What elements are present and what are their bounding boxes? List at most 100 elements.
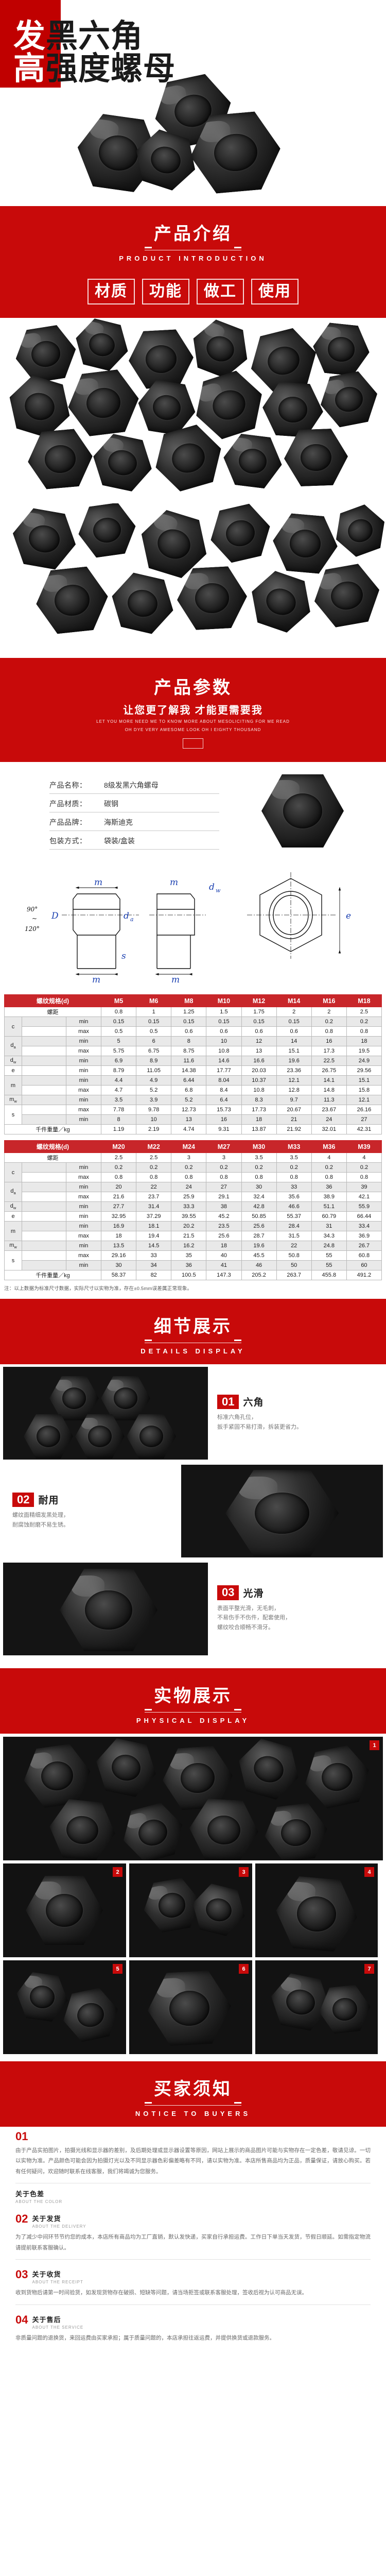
table_1-row-blank	[22, 1095, 66, 1105]
table_1-row-symbol: dw	[4, 1056, 22, 1066]
table-2-col-m27: M27	[206, 1140, 242, 1153]
gallery-cell-5[interactable]: 5	[3, 1960, 126, 2054]
table_2-row-sub: min	[66, 1201, 101, 1212]
table-1-header-row: 螺纹规格(d) M5 M6 M8 M10 M12 M14 M16 M18	[4, 994, 382, 1007]
table_2-cell: 18	[100, 1231, 137, 1241]
table_2-cell: 32.95	[100, 1211, 137, 1222]
table_1-cell: 0.15	[206, 1016, 242, 1027]
table-2-col-m33: M33	[276, 1140, 312, 1153]
table_2-cell: 0.2	[136, 1162, 172, 1173]
gallery-cell-4-badge: 4	[364, 1867, 374, 1877]
product-photo-pile-2	[0, 503, 386, 658]
table_1-row-sub: max	[66, 1046, 101, 1056]
section-notice-title-en: NOTICE TO BUYERS	[135, 2110, 251, 2117]
table_2-cell: 42.8	[241, 1201, 277, 1212]
table_2-row-sub: max	[66, 1192, 101, 1202]
table_2-cell: 82	[136, 1270, 172, 1280]
section-gallery-title-en: PHYSICAL DISPLAY	[136, 1717, 250, 1724]
notice-4-text: 非质量问题的退换货，来回运费由买家承担；属于质量问题的，本店承担往返运费，并提供…	[15, 2334, 275, 2341]
table_1-cell: 0.6	[241, 1026, 277, 1037]
table_2-row-blank	[22, 1182, 66, 1192]
table_2-cell: 3	[206, 1153, 242, 1163]
table_1-row-blank	[22, 1036, 66, 1046]
notice-4-number: 04	[15, 2313, 28, 2326]
gallery-cell-4[interactable]: 4	[255, 1863, 378, 1957]
table_2-cell: 46	[241, 1260, 277, 1270]
table_2-cell: 42.1	[346, 1192, 382, 1202]
table_2-row: m min 16.9 18.1 20.2 23.5 25.6 28.4 31 33.4	[4, 1221, 382, 1241]
table_1-row: max 4.7 5.2 6.8 8.4 10.8 12.8 14.8 15.8	[5, 1085, 382, 1095]
gallery-cell-2-badge: 2	[113, 1867, 122, 1877]
table_1-cell: 19.5	[346, 1046, 382, 1056]
table_2-row-blank	[22, 1231, 66, 1241]
detail-item-2: 02 耐用 螺纹面精细发黑处理， 耐腐蚀耐磨不易生锈。	[0, 1462, 386, 1560]
table_2-cell: 45.2	[206, 1211, 242, 1222]
table_1-cell: 0.5	[100, 1026, 137, 1037]
gallery-cell-7[interactable]: 7	[255, 1960, 378, 2054]
svg-text:d: d	[124, 911, 129, 921]
table_1-row: c min 0.15 0.15 0.15 0.15 0.15 0.15 0.2 0.2	[4, 1016, 382, 1037]
detail-3-number: 03	[217, 1585, 239, 1600]
table_2-cell: 25.6	[206, 1231, 242, 1241]
spec-label-material: 产品材质：	[49, 800, 87, 808]
table_1-row: dw min 6.9 8.9 11.6 14.6 16.6 19.6 22.5 24.9	[4, 1056, 382, 1066]
table_1-cell: 3.9	[136, 1095, 172, 1105]
table_1-cell: 17.73	[241, 1105, 277, 1115]
table_2-cell: 36.9	[346, 1231, 382, 1241]
table_2-cell: 3	[171, 1153, 207, 1163]
section-intro-title-en: PRODUCT INTRODUCTION	[119, 255, 267, 262]
product-detail-page: 发黑六角 高强度螺母 产品介绍 PRODUCT INTRODUCTION 材质 …	[0, 0, 386, 2373]
table_1-cell: 9.7	[276, 1095, 312, 1105]
gallery-cell-6[interactable]: 6	[129, 1960, 252, 2054]
table-1-col-m16: M16	[311, 994, 347, 1007]
section-intro-banner: 产品介绍 PRODUCT INTRODUCTION	[0, 206, 386, 272]
banner-divider-gallery	[145, 1709, 241, 1713]
gallery-cell-2[interactable]: 2	[3, 1863, 126, 1957]
table_1-row-sub: min	[66, 1016, 101, 1027]
table_2-row: c min 0.2 0.2 0.2 0.2 0.2 0.2 0.2 0.2	[4, 1162, 382, 1182]
table_1-cell: 10.37	[241, 1075, 277, 1086]
table_2-cell: 24.8	[311, 1241, 347, 1251]
table_1-cell: 6.4	[206, 1095, 242, 1105]
table_1-cell: 0.8	[100, 1007, 137, 1017]
table_2-cell: 38.9	[311, 1192, 347, 1202]
svg-text:m: m	[171, 975, 180, 985]
table_2-row-blank	[22, 1201, 66, 1212]
table_2-cell: 51.1	[311, 1201, 347, 1212]
gallery-section: 1 2 3 4	[0, 1737, 386, 2054]
section-params-subtitle-en-2: OH DYE VERY AWESOME LOOK OH I EIGHTY THO…	[125, 727, 261, 732]
table_1-cell: 13	[241, 1046, 277, 1056]
table_1-row: max 5.75 6.75 8.75 10.8 13 15.1 17.3 19.5	[5, 1046, 382, 1056]
notice-2-head: 02 关于发货 ABOUT THE DELIVERY	[15, 2213, 371, 2229]
svg-text:w: w	[216, 887, 221, 894]
notice-4-title-en: ABOUT THE SERVICE	[32, 2325, 84, 2330]
table_1-row: mw min 3.5 3.9 5.2 6.4 8.3 9.7 11.3 12.1	[4, 1095, 382, 1105]
table_1-cell: 1.75	[241, 1007, 277, 1017]
detail-items: 01 六角 标准六角孔位， 扳手紧固不易打滑，拆装更省力。 02 耐用 螺纹面精…	[0, 1364, 386, 1661]
table_2-cell: 27	[206, 1182, 242, 1192]
table_2-row-symbol: e	[4, 1211, 22, 1222]
table_2-cell: 0.2	[346, 1162, 382, 1173]
table_1-row-blank	[22, 1114, 66, 1125]
notice-divider-2	[15, 2259, 371, 2260]
spec-value-name: 8级发黑六角螺母	[104, 781, 159, 789]
table_2-row-symbol: c	[4, 1162, 22, 1182]
table_2-cell: 19.6	[241, 1241, 277, 1251]
gallery-cell-3[interactable]: 3	[129, 1863, 252, 1957]
table_1-cell: 5.2	[171, 1095, 207, 1105]
table_2-cell: 2.5	[100, 1153, 137, 1163]
table_2-row-blank	[22, 1211, 66, 1222]
table-2-col-m30: M30	[241, 1140, 277, 1153]
spec-value-material: 碳钢	[104, 800, 118, 808]
section-notice-banner: 买家须知 NOTICE TO BUYERS	[0, 2061, 386, 2127]
detail-item-3: 03 光滑 表面平整光滑，无毛刺， 不易伤手不伤件，配套使用， 螺纹咬合顺畅不滑…	[0, 1560, 386, 1658]
table_1-cell: 4.4	[100, 1075, 137, 1086]
table_1-row-symbol: mw	[4, 1095, 22, 1105]
notice-block-1: 01 由于产品实拍图片，拍摄光线和显示器的差别，及后期处理或显示器设置等原因，网…	[15, 2131, 371, 2204]
svg-text:e: e	[346, 911, 351, 921]
table_1-row-blank	[22, 1105, 66, 1115]
table_2-cell: 263.7	[276, 1270, 312, 1280]
gallery-cell-1[interactable]: 1	[3, 1737, 383, 1860]
table-2-col-thread-spec: 螺纹规格(d)	[4, 1140, 101, 1153]
table_2-row-blank	[22, 1192, 66, 1202]
